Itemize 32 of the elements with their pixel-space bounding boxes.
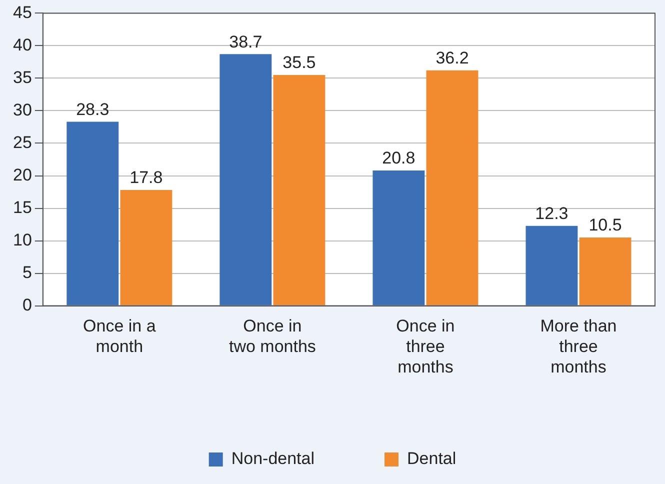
bar	[273, 74, 326, 306]
bar	[66, 122, 119, 306]
bar	[526, 226, 578, 306]
data-label: 36.2	[436, 48, 469, 68]
y-tick-label: 10	[12, 230, 32, 250]
data-label: 28.3	[76, 100, 110, 119]
bar	[426, 70, 478, 306]
bar	[120, 190, 172, 306]
x-tick-label: More than three months	[540, 316, 617, 376]
y-tick-label: 40	[12, 35, 32, 54]
y-tick-label: 5	[22, 262, 32, 282]
data-label: 12.3	[535, 204, 568, 224]
bar	[220, 54, 272, 306]
data-label: 20.8	[382, 148, 416, 168]
bar	[372, 170, 425, 306]
y-tick-label: 30	[12, 100, 32, 120]
legend-label: Dental	[407, 449, 456, 468]
y-tick-label: 15	[12, 198, 32, 217]
data-label: 35.5	[282, 53, 316, 72]
data-label: 10.5	[588, 216, 622, 235]
x-tick-label: Once in two months	[228, 316, 316, 356]
bar	[579, 238, 632, 306]
y-tick-label: 0	[22, 295, 32, 314]
y-tick-label: 20	[12, 165, 32, 184]
x-tick-label: Once in a month	[83, 316, 156, 356]
data-label: 38.7	[229, 32, 262, 52]
legend-label: Non-dental	[231, 449, 315, 468]
y-tick-label: 25	[12, 132, 32, 152]
x-tick-label: Once in three months	[396, 316, 455, 376]
data-label: 17.8	[130, 168, 163, 188]
y-tick-label: 45	[12, 2, 32, 22]
y-tick-label: 35	[12, 68, 32, 87]
